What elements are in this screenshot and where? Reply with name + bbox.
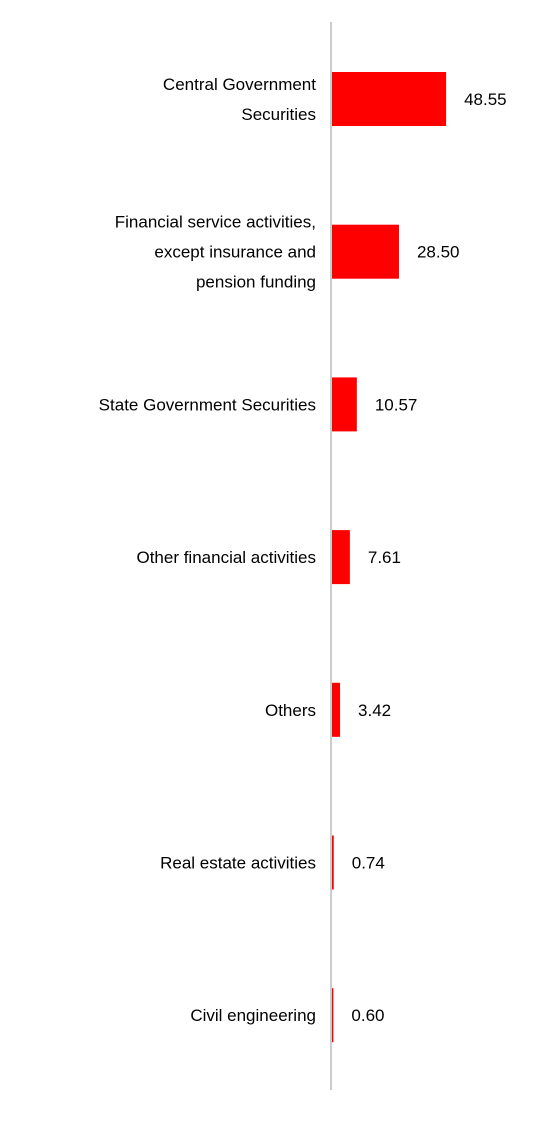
bar-3: [332, 530, 350, 585]
bar-6: [332, 988, 334, 1043]
category-label-1-line-0: Financial service activities,: [115, 213, 316, 232]
value-label-5: 0.74: [352, 854, 385, 873]
category-label-5: Real estate activities: [160, 854, 316, 873]
bars-group: [332, 72, 447, 1043]
category-label-0: Central Government Securities: [163, 75, 316, 124]
category-label-2: State Government Securities: [99, 395, 316, 414]
category-labels-group: Central Government Securities Financial se…: [99, 75, 317, 1025]
value-label-0: 48.55: [464, 90, 507, 109]
category-label-1: Financial service activities, except insu…: [115, 213, 316, 292]
bar-0: [332, 72, 447, 126]
value-label-3: 7.61: [368, 548, 401, 567]
category-label-4-line-0: Others: [265, 701, 316, 720]
category-label-2-line-0: State Government Securities: [99, 395, 316, 414]
value-label-6: 0.60: [351, 1006, 384, 1025]
value-label-2: 10.57: [375, 395, 418, 414]
bar-2: [332, 377, 357, 432]
category-label-6: Civil engineering: [190, 1006, 316, 1025]
category-label-4: Others: [265, 701, 316, 720]
category-label-6-line-0: Civil engineering: [190, 1006, 316, 1025]
category-label-5-line-0: Real estate activities: [160, 854, 316, 873]
value-label-1: 28.50: [417, 243, 460, 262]
bar-4: [332, 682, 341, 737]
category-label-1-line-1: except insurance and: [154, 243, 316, 262]
category-label-3-line-0: Other financial activities: [136, 548, 316, 567]
category-label-3: Other financial activities: [136, 548, 316, 567]
value-label-4: 3.42: [358, 701, 391, 720]
value-labels-group: 48.55 28.50 10.57 7.61 3.42 0.74 0.60: [351, 90, 506, 1025]
category-label-1-line-2: pension funding: [196, 273, 316, 292]
category-label-0-line-1: Securities: [241, 105, 316, 124]
bar-1: [332, 224, 399, 279]
bar-5: [332, 835, 334, 890]
category-label-0-line-0: Central Government: [163, 75, 316, 94]
